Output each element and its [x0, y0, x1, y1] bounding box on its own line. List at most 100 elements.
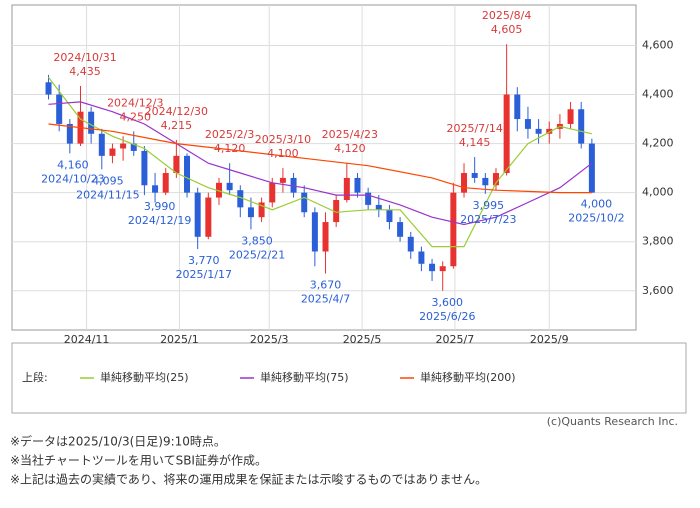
annotation-date: 2025/4/7 [301, 293, 350, 306]
annotation-date: 2025/2/3 [205, 128, 254, 141]
annotation-date: 2025/7/14 [446, 122, 502, 135]
candle-body [162, 173, 169, 193]
candle-body [152, 185, 159, 193]
candle-body [194, 192, 201, 237]
annotation-value: 3,995 [473, 199, 505, 212]
annotation-date: 2024/12/19 [128, 214, 191, 227]
candle-body [279, 177, 286, 183]
annotation-value: 4,145 [459, 136, 491, 149]
annotation-date: 2024/11/15 [76, 188, 139, 201]
candle-body [322, 222, 329, 252]
candle-body [56, 94, 63, 124]
legend-label: 単純移動平均(75) [260, 370, 349, 384]
annotation-value: 3,990 [144, 200, 176, 213]
candle-body [471, 173, 478, 178]
candle-body [503, 94, 510, 174]
candle-body [567, 109, 574, 124]
candle-body [258, 202, 265, 218]
annotation-value: 3,850 [241, 234, 273, 247]
annotation-date: 2025/2/21 [229, 248, 285, 261]
note: ※データは2025/10/3(日足)9:10時点。 [10, 434, 226, 449]
candle-body [588, 143, 595, 193]
candle-body [173, 155, 180, 174]
candle-body [461, 173, 468, 193]
candle-body [418, 251, 425, 264]
candle-body [365, 192, 372, 205]
candle-body [301, 192, 308, 213]
annotation-value: 4,605 [491, 23, 523, 36]
ma-line [48, 77, 593, 248]
y-tick-label: 4,000 [642, 186, 674, 199]
candle-body [578, 109, 585, 144]
candle-body [343, 177, 350, 200]
annotation-value: 4,215 [161, 119, 193, 132]
annotation-value: 4,120 [334, 142, 366, 155]
annotation-value: 4,120 [214, 142, 246, 155]
candle-body [514, 94, 521, 120]
y-tick-label: 4,400 [642, 88, 674, 101]
annotation-value: 4,435 [69, 65, 101, 78]
x-tick-label: 2025/3 [250, 333, 289, 346]
annotation-date: 2024/10/23 [41, 172, 104, 185]
candle-body [524, 119, 531, 129]
candle-body [66, 123, 73, 144]
annotation-value: 4,095 [92, 174, 124, 187]
candle-body [375, 204, 382, 210]
candle-body [535, 128, 542, 134]
note: ※当社チャートツールを用いてSBI証券が作成。 [10, 453, 267, 468]
annotation-value: 3,770 [188, 254, 220, 267]
candle-body [141, 150, 148, 186]
legend-title: 上段: [22, 370, 48, 384]
legend-label: 単純移動平均(25) [100, 370, 189, 384]
candle-body [205, 197, 212, 237]
legend-box [11, 342, 687, 414]
candle-body [269, 182, 276, 203]
annotation-date: 2025/4/23 [322, 128, 378, 141]
candle-body [98, 133, 105, 156]
candle-body [397, 222, 404, 237]
annotation-date: 2025/7/23 [460, 213, 516, 226]
note: ※上記は過去の実績であり、将来の運用成果を保証または示唆するものではありません。 [10, 472, 487, 487]
candle-body [109, 148, 116, 156]
candle-body [237, 190, 244, 208]
candle-body [429, 263, 436, 272]
candle-body [450, 192, 457, 267]
annotation-value: 4,160 [57, 158, 89, 171]
candle-body [45, 82, 52, 95]
annotation-value: 4,100 [267, 147, 299, 160]
annotation-date: 2025/10/2 [568, 212, 624, 225]
candle-body [492, 173, 499, 186]
candle-body [439, 266, 446, 272]
annotation-date: 2025/6/26 [419, 310, 475, 323]
x-tick-label: 2025/5 [343, 333, 382, 346]
candle-body [290, 177, 297, 193]
y-tick-label: 4,200 [642, 137, 674, 150]
annotation-date: 2024/12/30 [145, 105, 208, 118]
y-tick-label: 3,800 [642, 235, 674, 248]
annotation-value: 4,000 [581, 198, 613, 211]
candle-body [546, 128, 553, 134]
ma-line [48, 101, 593, 226]
annotation-value: 3,670 [310, 279, 342, 292]
annotation-date: 2024/10/31 [53, 51, 116, 64]
candle-body [311, 212, 318, 252]
copyright: (c)Quants Research Inc. [547, 415, 678, 428]
legend-label: 単純移動平均(200) [420, 370, 516, 384]
x-tick-label: 2025/1 [160, 333, 199, 346]
y-tick-label: 4,600 [642, 38, 674, 51]
annotation-value: 3,600 [432, 296, 464, 309]
x-tick-label: 2025/9 [530, 333, 569, 346]
candle-body [215, 182, 222, 198]
x-tick-label: 2025/7 [436, 333, 475, 346]
x-tick-label: 2024/11 [64, 333, 110, 346]
annotation-value: 4,250 [120, 110, 152, 123]
ma-line [48, 123, 592, 194]
candle-body [407, 236, 414, 252]
candle-body [120, 143, 127, 149]
candle-body [386, 209, 393, 223]
candle-body [88, 111, 95, 134]
y-tick-label: 3,600 [642, 284, 674, 297]
candle-body [333, 200, 340, 223]
candle-body [130, 143, 137, 151]
candle-body [247, 207, 254, 218]
